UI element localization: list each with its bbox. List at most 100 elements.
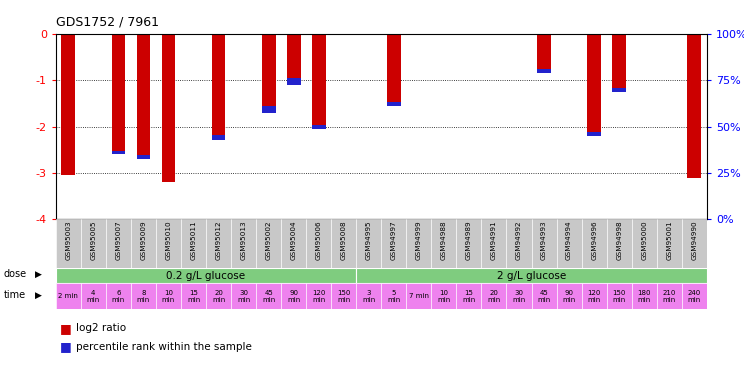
Text: 15
min: 15 min <box>462 290 475 303</box>
Text: 3
min: 3 min <box>362 290 376 303</box>
Text: GSM95012: GSM95012 <box>216 221 222 261</box>
Bar <box>537 34 551 73</box>
Bar <box>587 34 601 136</box>
Text: GSM95000: GSM95000 <box>641 221 647 261</box>
Text: 2 g/L glucose: 2 g/L glucose <box>497 271 566 280</box>
Text: GSM94989: GSM94989 <box>466 221 472 261</box>
Bar <box>181 219 206 268</box>
Text: 45
min: 45 min <box>262 290 275 303</box>
Bar <box>582 219 606 268</box>
Text: GSM94996: GSM94996 <box>591 221 597 261</box>
Bar <box>406 219 432 268</box>
Bar <box>206 283 231 309</box>
Text: ■: ■ <box>60 340 71 353</box>
Text: ■: ■ <box>60 322 71 334</box>
Bar <box>456 219 481 268</box>
Bar <box>687 34 701 178</box>
Bar <box>231 219 256 268</box>
Bar <box>612 34 626 92</box>
Bar <box>81 283 106 309</box>
Text: 210
min: 210 min <box>663 290 676 303</box>
Bar <box>307 219 331 268</box>
Bar <box>682 219 707 268</box>
Text: GSM94990: GSM94990 <box>691 221 697 261</box>
Bar <box>307 283 331 309</box>
Text: GSM95009: GSM95009 <box>141 221 147 261</box>
Bar <box>682 283 707 309</box>
Text: 120
min: 120 min <box>312 290 325 303</box>
Text: ▶: ▶ <box>35 270 42 279</box>
Text: GSM94997: GSM94997 <box>391 221 397 261</box>
Bar <box>557 219 582 268</box>
Text: GSM95001: GSM95001 <box>666 221 673 261</box>
Bar <box>606 219 632 268</box>
Bar <box>312 125 326 129</box>
Bar <box>587 132 601 136</box>
Bar <box>312 34 326 129</box>
Text: 10
min: 10 min <box>437 290 451 303</box>
Bar <box>286 34 301 85</box>
Bar <box>481 219 507 268</box>
Text: 150
min: 150 min <box>612 290 626 303</box>
Bar <box>382 283 406 309</box>
Bar <box>432 283 456 309</box>
Bar <box>56 268 356 283</box>
Bar <box>262 106 275 112</box>
Bar <box>356 283 382 309</box>
Text: ▶: ▶ <box>35 291 42 300</box>
Text: GSM94992: GSM94992 <box>516 221 522 261</box>
Bar <box>211 34 225 141</box>
Bar <box>331 283 356 309</box>
Bar <box>156 283 181 309</box>
Bar <box>181 283 206 309</box>
Text: GSM95004: GSM95004 <box>291 221 297 261</box>
Text: 240
min: 240 min <box>687 290 701 303</box>
Bar <box>206 219 231 268</box>
Text: 150
min: 150 min <box>337 290 350 303</box>
Bar <box>606 283 632 309</box>
Bar <box>56 219 81 268</box>
Text: 20
min: 20 min <box>212 290 225 303</box>
Text: GSM95007: GSM95007 <box>115 221 121 261</box>
Text: 10
min: 10 min <box>162 290 175 303</box>
Bar <box>531 219 557 268</box>
Text: 45
min: 45 min <box>537 290 551 303</box>
Bar <box>62 34 75 175</box>
Bar <box>387 102 401 106</box>
Bar <box>632 219 657 268</box>
Text: 5
min: 5 min <box>387 290 400 303</box>
Text: 6
min: 6 min <box>112 290 125 303</box>
Bar <box>131 219 156 268</box>
Text: 90
min: 90 min <box>287 290 301 303</box>
Bar <box>231 283 256 309</box>
Bar <box>106 219 131 268</box>
Text: GSM94993: GSM94993 <box>541 221 547 261</box>
Bar <box>632 283 657 309</box>
Bar <box>281 219 307 268</box>
Text: 30
min: 30 min <box>237 290 250 303</box>
Bar <box>81 219 106 268</box>
Bar <box>106 283 131 309</box>
Text: 8
min: 8 min <box>137 290 150 303</box>
Text: GSM95013: GSM95013 <box>240 221 246 261</box>
Bar <box>356 219 382 268</box>
Text: dose: dose <box>4 269 27 279</box>
Bar <box>56 283 81 309</box>
Bar <box>137 34 150 159</box>
Text: GSM94994: GSM94994 <box>566 221 572 261</box>
Bar <box>131 283 156 309</box>
Bar <box>537 69 551 73</box>
Text: GSM95002: GSM95002 <box>266 221 272 261</box>
Bar <box>256 219 281 268</box>
Text: 90
min: 90 min <box>562 290 576 303</box>
Bar <box>112 151 125 154</box>
Text: GSM95010: GSM95010 <box>165 221 171 261</box>
Bar <box>507 219 531 268</box>
Text: 180
min: 180 min <box>638 290 651 303</box>
Bar <box>612 88 626 92</box>
Bar <box>356 268 707 283</box>
Bar <box>331 219 356 268</box>
Text: GSM95006: GSM95006 <box>315 221 321 261</box>
Text: 2 min: 2 min <box>58 293 78 299</box>
Text: 120
min: 120 min <box>588 290 601 303</box>
